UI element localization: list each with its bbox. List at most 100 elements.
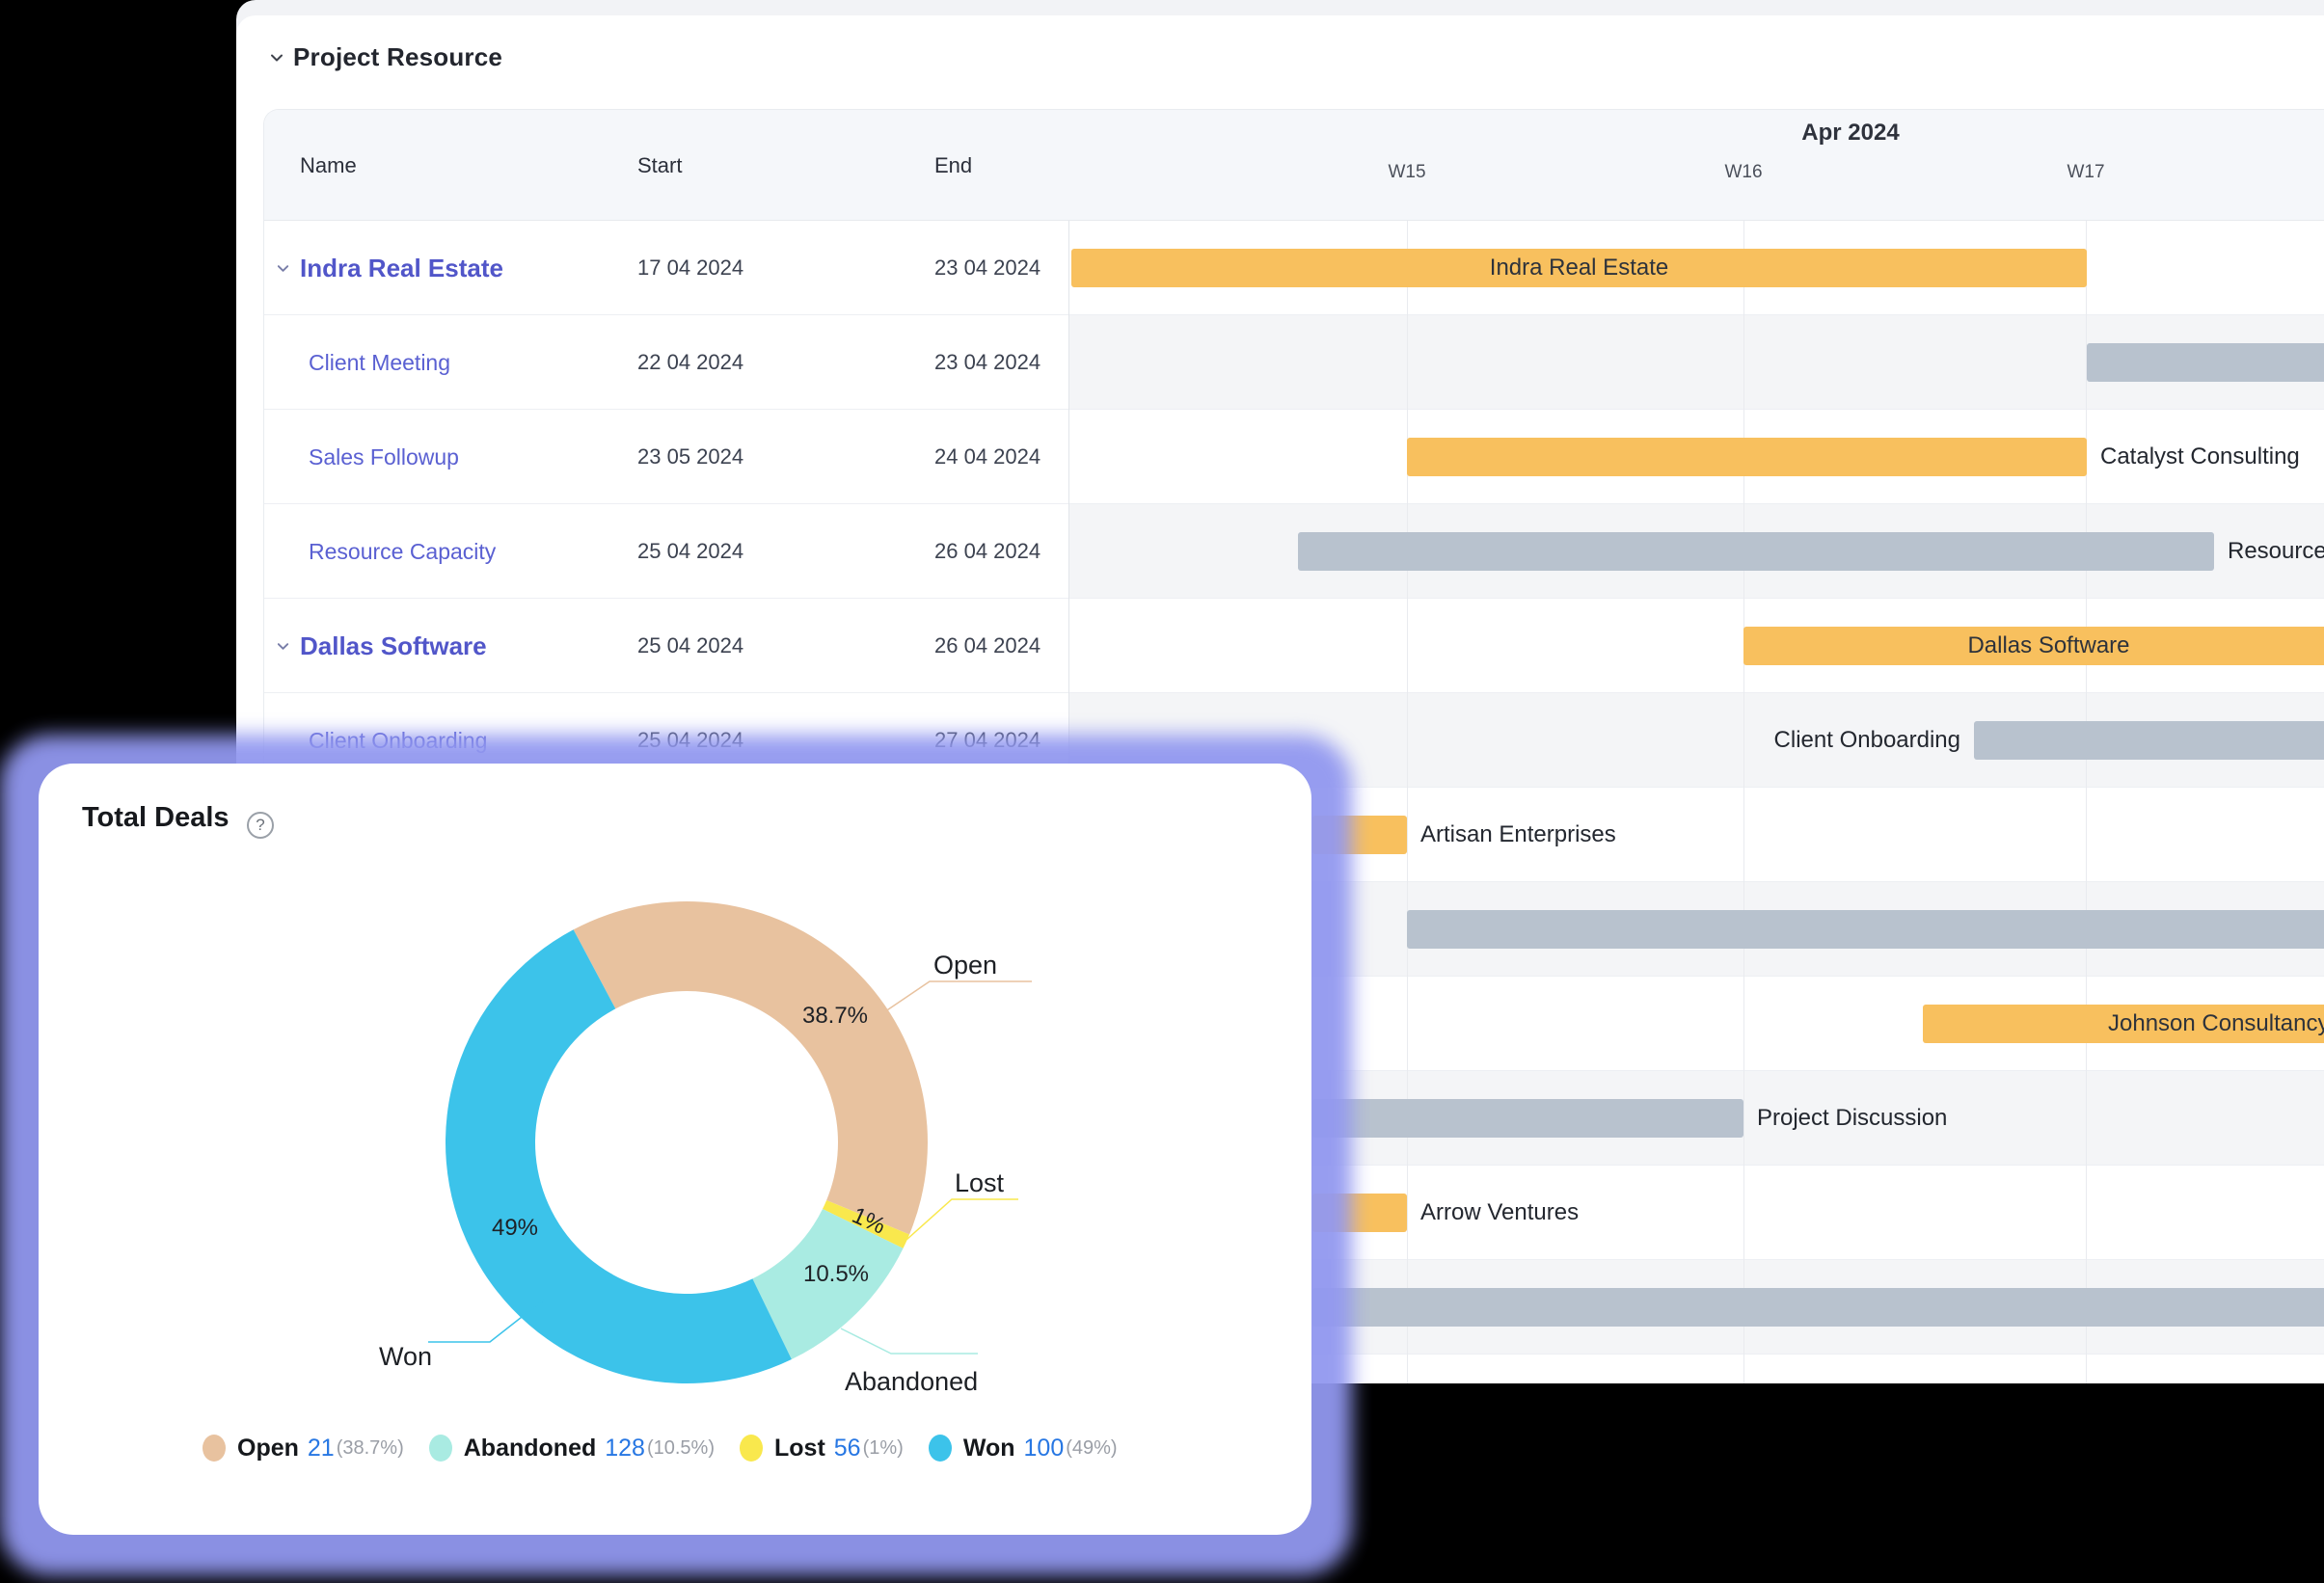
gantt-bar-dallas-software[interactable]: Dallas Software <box>1743 627 2324 665</box>
slice-label-lost: Lost <box>955 1168 1005 1197</box>
legend-dot-icon <box>203 1435 226 1462</box>
start-date: 17 04 2024 <box>637 255 744 280</box>
week-gridline <box>1743 221 1744 1383</box>
bar-side-label: Client Onboarding <box>1773 727 1960 753</box>
gantt-bar-task[interactable] <box>2087 343 2324 382</box>
legend-value: 100 <box>1023 1434 1065 1462</box>
bar-side-label: Arrow Ventures <box>1420 1199 1580 1225</box>
legend-label: Open <box>237 1434 299 1462</box>
callout-line-lost <box>905 1198 1018 1241</box>
gantt-bar-task[interactable] <box>1407 910 2324 949</box>
callout-line-won <box>428 1299 545 1343</box>
legend-value: 21 <box>307 1434 335 1462</box>
legend-percent: (1%) <box>862 1436 904 1459</box>
legend-dot-icon <box>428 1435 452 1462</box>
column-header-name[interactable]: Name <box>300 152 357 177</box>
column-header-start[interactable]: Start <box>637 152 683 177</box>
gantt-header: Name Start End Apr 2024 W15 W16 W17 <box>264 110 2324 221</box>
gantt-bar-johnson-consultancy[interactable]: Johnson Consultancy <box>1923 1005 2324 1043</box>
start-date: 25 04 2024 <box>637 633 744 657</box>
legend-label: Lost <box>774 1434 825 1462</box>
slice-pct-abandoned: 10.5% <box>803 1261 869 1287</box>
pie-slice-abandoned[interactable] <box>752 1209 904 1360</box>
legend-value: 56 <box>833 1434 861 1462</box>
gantt-row <box>264 315 2324 410</box>
bar-side-label: Catalyst Consulting <box>2100 443 2300 470</box>
task-name-cell[interactable]: Client Meeting <box>309 315 450 410</box>
legend-dot-icon <box>740 1435 763 1462</box>
task-name-cell[interactable]: Dallas Software <box>276 599 487 693</box>
week-label-w16: W16 <box>1724 162 1763 182</box>
legend-percent: (38.7%) <box>336 1436 404 1459</box>
timeline-month-label: Apr 2024 <box>1801 120 1900 146</box>
gantt-bar-indra-real-estate[interactable]: Indra Real Estate <box>1071 249 2087 287</box>
end-date: 23 04 2024 <box>934 350 1041 374</box>
task-name-link[interactable]: Dallas Software <box>300 631 487 660</box>
slice-label-abandoned: Abandoned <box>845 1367 978 1396</box>
pie-slice-won[interactable] <box>445 929 792 1384</box>
gantt-bar-resource-capacity[interactable] <box>1298 532 2214 571</box>
task-name-cell[interactable]: Resource Capacity <box>309 504 496 599</box>
slice-label-won: Won <box>379 1342 432 1371</box>
bar-side-label: Resource Capacity <box>2228 538 2324 564</box>
card-title: Total Deals <box>82 802 230 833</box>
project-resource-header[interactable]: Project Resource <box>268 42 502 72</box>
slice-pct-won: 49% <box>492 1215 538 1241</box>
chevron-down-icon[interactable] <box>268 49 285 67</box>
slice-label-open: Open <box>933 951 997 979</box>
week-label-w15: W15 <box>1388 162 1426 182</box>
end-date: 24 04 2024 <box>934 444 1041 469</box>
end-date: 26 04 2024 <box>934 633 1041 657</box>
task-name-link[interactable]: Client Meeting <box>309 349 451 375</box>
week-gridline <box>2086 221 2087 1383</box>
legend-percent: (49%) <box>1066 1436 1118 1459</box>
gantt-bar-team-discussion[interactable] <box>1312 1288 2324 1327</box>
gantt-bar-catalyst-consulting[interactable] <box>1407 438 2087 476</box>
section-title: Project Resource <box>293 42 503 71</box>
gantt-bar-client-onboarding[interactable] <box>1974 721 2324 760</box>
donut-chart: Open Lost Abandoned Won 38.7% 1% 10.5% 4… <box>379 901 1032 1396</box>
task-name-link[interactable]: Resource Capacity <box>309 538 497 564</box>
chart-legend: Open 21 (38.7%) Abandoned 128 (10.5%) Lost 56 (1… <box>203 1427 1118 1469</box>
legend-item-won[interactable]: Won 100 (49%) <box>928 1434 1118 1462</box>
chevron-down-icon[interactable] <box>276 639 290 654</box>
pie-slice-open[interactable] <box>573 901 928 1235</box>
week-label-w17: W17 <box>2067 162 2105 182</box>
legend-value: 128 <box>605 1434 645 1462</box>
start-date: 22 04 2024 <box>637 350 744 374</box>
task-name-link[interactable]: Sales Followup <box>309 443 459 470</box>
gantt-row <box>264 599 2324 693</box>
end-date: 23 04 2024 <box>934 255 1041 280</box>
legend-label: Abandoned <box>463 1434 597 1462</box>
chevron-down-icon[interactable] <box>276 261 290 276</box>
end-date: 26 04 2024 <box>934 539 1041 563</box>
slice-pct-open: 38.7% <box>802 1003 868 1029</box>
start-date: 23 05 2024 <box>637 444 744 469</box>
pie-slice-lost[interactable] <box>823 1199 910 1248</box>
callout-line-abandoned <box>840 1328 978 1355</box>
help-icon[interactable]: ? <box>247 812 274 839</box>
app-window: Project Resource Name Start End Apr 2024… <box>236 0 2324 1383</box>
week-gridline <box>1407 221 1408 1383</box>
bar-side-label: Artisan Enterprises <box>1420 821 1616 847</box>
bar-label: Dallas Software <box>1967 632 2130 658</box>
task-name-link[interactable]: Indra Real Estate <box>300 253 503 282</box>
total-deals-card: Total Deals ? Open Lost Abandoned Won 38… <box>39 764 1311 1535</box>
task-name-cell[interactable]: Sales Followup <box>309 410 459 504</box>
gantt-row <box>264 410 2324 504</box>
start-date: 25 04 2024 <box>637 539 744 563</box>
legend-item-abandoned[interactable]: Abandoned 128 (10.5%) <box>428 1434 715 1462</box>
legend-label: Won <box>962 1434 1015 1462</box>
gantt-row <box>264 221 2324 315</box>
legend-item-open[interactable]: Open 21 (38.7%) <box>203 1435 404 1462</box>
bar-label: Indra Real Estate <box>1489 255 1669 281</box>
column-header-end[interactable]: End <box>934 152 973 177</box>
gantt-bar-project-discussion[interactable] <box>1312 1099 1743 1138</box>
bar-label: Johnson Consultancy <box>2108 1010 2324 1036</box>
legend-dot-icon <box>928 1435 952 1462</box>
callout-line-open <box>869 980 1032 1023</box>
legend-item-lost[interactable]: Lost 56 (1%) <box>740 1435 904 1462</box>
task-name-cell[interactable]: Indra Real Estate <box>276 221 503 315</box>
bar-side-label: Project Discussion <box>1757 1105 1948 1131</box>
